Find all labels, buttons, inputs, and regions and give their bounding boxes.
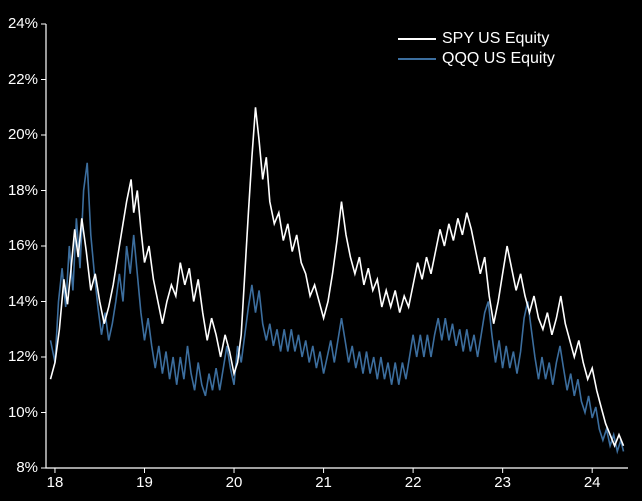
series-qqq-us-equity	[51, 163, 624, 452]
plot-area	[0, 0, 642, 501]
volatility-chart: 8%10%12%14%16%18%20%22%24% 1819202122232…	[0, 0, 642, 501]
series-spy-us-equity	[51, 107, 624, 446]
